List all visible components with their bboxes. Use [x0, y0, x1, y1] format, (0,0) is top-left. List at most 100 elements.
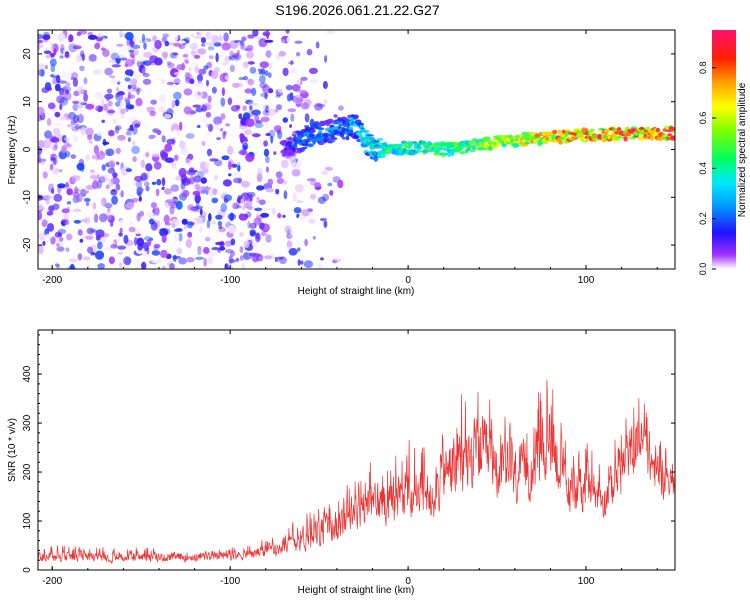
- heat-cell: [110, 221, 114, 227]
- heat-cell: [47, 102, 56, 110]
- heat-cell: [163, 111, 168, 115]
- heat-cell: [145, 163, 153, 172]
- heat-cell: [247, 78, 255, 86]
- ridge-cell: [308, 133, 316, 138]
- heat-cell: [131, 145, 141, 155]
- heat-cell: [195, 107, 204, 113]
- ridge-cell: [334, 129, 341, 132]
- heat-cell: [240, 180, 251, 188]
- heat-cell: [202, 117, 208, 126]
- heat-cell: [333, 114, 338, 118]
- heat-cell: [243, 75, 249, 81]
- heat-cell: [184, 158, 192, 167]
- heat-cell: [65, 233, 73, 241]
- heat-cell: [144, 236, 151, 241]
- heat-cell: [283, 170, 291, 180]
- heat-cell: [156, 77, 162, 81]
- heat-cell: [81, 190, 90, 194]
- heat-cell: [125, 131, 132, 136]
- heat-cell: [56, 242, 60, 247]
- ridge-cell: [512, 144, 520, 147]
- heat-cell: [221, 155, 230, 161]
- heat-cell: [68, 34, 74, 43]
- ridge-cell: [377, 138, 384, 141]
- ridge-cell: [293, 142, 298, 149]
- heat-cell: [162, 228, 171, 235]
- heat-cell: [54, 142, 58, 150]
- heat-cell: [138, 196, 142, 202]
- heat-cell: [151, 137, 161, 147]
- heat-cell: [38, 203, 44, 211]
- heat-cell: [196, 125, 201, 128]
- heat-cell: [111, 64, 122, 68]
- heat-cell: [44, 233, 54, 238]
- heat-cell: [212, 188, 218, 195]
- heat-cell: [171, 222, 175, 229]
- heat-cell: [161, 234, 167, 243]
- heat-cell: [99, 213, 108, 223]
- heat-cell: [238, 213, 248, 221]
- heat-cell: [44, 65, 49, 70]
- heat-cell: [124, 31, 134, 41]
- heat-cell: [202, 211, 207, 218]
- heat-cell: [104, 67, 114, 76]
- heat-cell: [215, 241, 225, 246]
- heat-cell: [278, 50, 286, 57]
- heat-cell: [88, 54, 97, 62]
- heat-cell: [314, 102, 323, 111]
- heat-cell: [102, 48, 110, 58]
- heat-cell: [241, 210, 248, 214]
- heat-cell: [211, 86, 217, 94]
- ridge-cell: [525, 131, 531, 136]
- heat-cell: [276, 257, 280, 262]
- heat-cell: [242, 251, 249, 261]
- ridge-cell: [466, 147, 471, 152]
- heat-cell: [189, 176, 195, 185]
- heat-cell: [100, 150, 104, 156]
- heat-cell: [94, 42, 100, 50]
- heat-cell: [286, 240, 293, 250]
- colorbar-tick-label: 0.2: [698, 212, 708, 225]
- heat-cell: [214, 125, 219, 130]
- heat-cell: [54, 111, 61, 118]
- heat-cell: [133, 229, 143, 235]
- heat-cell: [132, 55, 136, 65]
- heat-cell: [220, 203, 228, 213]
- heat-cell: [59, 88, 65, 96]
- heat-cell: [72, 100, 80, 105]
- heat-cell: [136, 237, 145, 247]
- heat-cell: [72, 191, 80, 198]
- heat-cell: [50, 156, 56, 161]
- heat-cell: [179, 140, 186, 149]
- heat-cell: [101, 200, 105, 207]
- heat-cell: [312, 208, 318, 212]
- heat-cell: [207, 46, 215, 51]
- chart-title: S196.2026.061.21.22.G27: [275, 2, 440, 18]
- heat-cell: [280, 159, 289, 169]
- heat-cell: [107, 215, 115, 223]
- heat-cell: [205, 31, 212, 40]
- heat-cell: [85, 103, 95, 110]
- heat-cell: [211, 70, 219, 80]
- heat-cell: [74, 185, 78, 195]
- heat-cell: [80, 163, 85, 172]
- heat-cell: [120, 107, 126, 115]
- x-tick-label: -100: [220, 576, 240, 587]
- heat-cell: [142, 67, 146, 76]
- heat-cell: [192, 190, 201, 196]
- heat-cell: [292, 84, 301, 92]
- heat-cell: [52, 144, 58, 152]
- heat-cell: [239, 246, 244, 253]
- heat-cell: [326, 30, 335, 35]
- heat-cell: [282, 117, 288, 123]
- heat-cell: [300, 76, 308, 81]
- heat-cell: [232, 84, 238, 88]
- heat-cell: [150, 257, 158, 264]
- heat-cell: [131, 83, 137, 90]
- heat-cell: [63, 136, 71, 142]
- heat-cell: [290, 60, 294, 65]
- heat-cell: [211, 34, 219, 45]
- heat-cell: [316, 103, 326, 108]
